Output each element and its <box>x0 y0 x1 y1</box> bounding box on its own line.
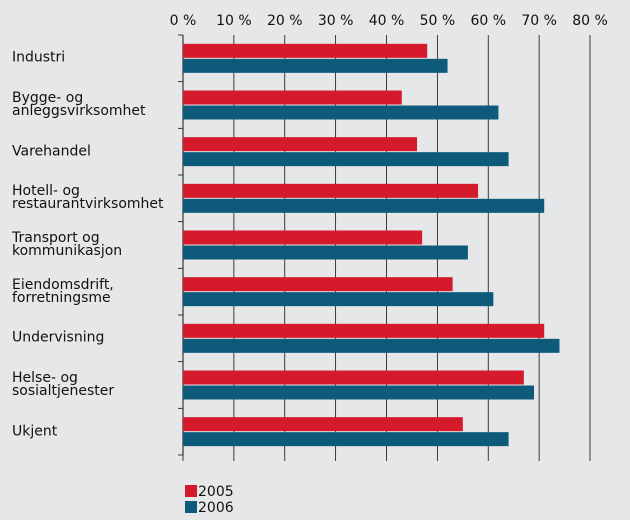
bar <box>183 245 468 260</box>
x-tick-label: 10 % <box>216 13 252 29</box>
category-label: Varehandel <box>12 143 91 160</box>
category-label: Undervisning <box>12 329 105 346</box>
category-label: Hotell- og restaurantvirksomhet <box>12 183 164 213</box>
bar <box>183 105 499 120</box>
x-tick-label: 20 % <box>267 13 303 29</box>
bar <box>183 417 463 432</box>
bar <box>183 230 423 245</box>
bar <box>183 198 545 213</box>
bar <box>183 385 535 400</box>
bar <box>183 292 494 307</box>
category-label: Industri <box>12 49 66 66</box>
bar <box>183 58 448 73</box>
category-label: Helse- og sosialtjenester <box>12 370 115 399</box>
legend-label: 2005 <box>198 484 234 500</box>
x-tick-label: 40 % <box>369 13 405 29</box>
bar <box>183 183 479 198</box>
bar <box>183 137 418 152</box>
bar <box>183 152 509 167</box>
x-tick-label: 70 % <box>521 13 557 29</box>
x-tick-label: 60 % <box>470 13 506 29</box>
category-label: Bygge- og anleggsvirksomhet <box>12 90 146 119</box>
category-label: Transport og kommunikasjon <box>12 230 123 259</box>
legend-swatch <box>185 501 197 513</box>
bar <box>183 90 402 105</box>
bar <box>183 277 453 292</box>
x-tick-label: 50 % <box>420 13 456 29</box>
x-tick-label: 30 % <box>318 13 354 29</box>
x-tick-label: 80 % <box>572 13 608 29</box>
bar <box>183 43 428 58</box>
bar <box>183 323 545 338</box>
legend-swatch <box>185 485 197 497</box>
legend-label: 2006 <box>198 500 234 516</box>
bar <box>183 370 524 385</box>
x-tick-label: 0 % <box>170 13 197 29</box>
bar <box>183 338 560 353</box>
category-label: Ukjent <box>12 423 58 440</box>
bar <box>183 432 509 447</box>
category-label: Eiendomsdrift, forretningsme <box>12 276 114 306</box>
